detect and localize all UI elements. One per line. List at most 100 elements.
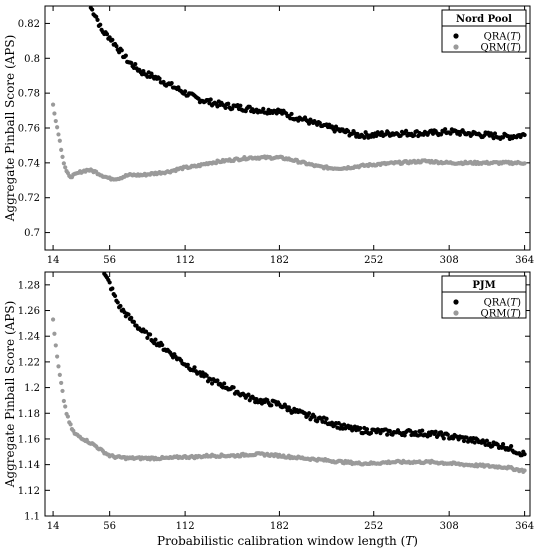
legend-marker xyxy=(453,33,459,39)
legend-marker xyxy=(453,310,459,316)
point-qrat xyxy=(500,135,506,140)
point-qrat xyxy=(261,106,266,111)
y-tick-label: 0.72 xyxy=(18,193,40,204)
point-qrat xyxy=(107,35,112,40)
point-qrmt xyxy=(53,118,58,124)
point-qrat xyxy=(464,435,469,440)
point-qrmt xyxy=(65,414,70,419)
chart-panel-2: 1.1 1.12 1.14 1.16 1.18 1.2 1.22 1.24 1.26 1.28 14… xyxy=(3,271,534,548)
x-tick-label: 14 xyxy=(47,521,60,532)
point-qrat xyxy=(112,293,118,299)
point-qrmt xyxy=(60,154,65,159)
point-qrat xyxy=(129,315,134,320)
legend-marker xyxy=(453,299,459,305)
point-qrat xyxy=(346,129,351,134)
point-qrat xyxy=(123,53,128,58)
point-qrat xyxy=(110,37,115,42)
data-points xyxy=(50,272,527,474)
point-qrat xyxy=(448,131,453,136)
point-qrat xyxy=(358,426,363,431)
point-qrat xyxy=(114,44,119,49)
y-tick-label: 0.78 xyxy=(18,89,40,100)
point-qrmt xyxy=(52,331,57,336)
y-axis-title: Aggregate Pinball Score (APS) xyxy=(3,35,17,223)
x-tick-label: 112 xyxy=(176,521,195,532)
x-axis-title: Probabilistic calibration window length … xyxy=(157,534,418,548)
point-qrat xyxy=(403,128,409,133)
point-qrat xyxy=(110,286,115,291)
point-qrmt xyxy=(59,147,64,152)
point-qrat xyxy=(119,48,124,53)
x-tick-label: 182 xyxy=(270,255,289,266)
y-tick-label: 1.1 xyxy=(24,512,40,523)
point-qrat xyxy=(115,300,120,305)
point-qrat xyxy=(445,432,450,437)
point-qrat xyxy=(160,342,165,348)
y-axis-title: Aggregate Pinball Score (APS) xyxy=(3,301,17,489)
point-qrmt xyxy=(63,165,68,170)
point-qrat xyxy=(324,416,329,421)
y-tick-label: 1.2 xyxy=(24,383,40,394)
point-qrat xyxy=(183,89,188,94)
point-qrmt xyxy=(522,161,527,166)
y-tick-label: 0.76 xyxy=(18,124,40,135)
point-qrat xyxy=(457,132,463,137)
point-qrat xyxy=(107,280,112,285)
legend-label: QRA(T) xyxy=(484,298,522,309)
y-tick-label: 0.82 xyxy=(18,19,40,30)
point-qrat xyxy=(226,101,231,106)
point-qrat xyxy=(385,432,390,437)
point-qrat xyxy=(306,411,312,416)
data-points xyxy=(50,6,527,182)
point-qrat xyxy=(430,131,436,136)
y-tick-label: 1.12 xyxy=(18,486,40,497)
point-qrat xyxy=(143,329,149,334)
x-tick-label: 14 xyxy=(47,255,60,266)
y-tick-label: 1.26 xyxy=(18,306,40,317)
point-qrat xyxy=(147,332,153,337)
point-qrat xyxy=(495,442,500,447)
point-qrmt xyxy=(60,388,65,394)
x-tick-label: 308 xyxy=(440,521,459,532)
point-qrat xyxy=(443,127,448,132)
point-qrat xyxy=(492,131,498,136)
legend: Nord Pool QRA(T)QRM(T) xyxy=(441,9,527,54)
point-qrat xyxy=(472,440,477,445)
point-qrat xyxy=(441,436,446,441)
point-qrat xyxy=(247,104,252,109)
point-qrat xyxy=(379,130,384,135)
point-qrmt xyxy=(61,398,66,404)
point-qrat xyxy=(145,335,150,341)
point-qrat xyxy=(269,403,274,408)
legend-title: Nord Pool xyxy=(456,14,512,25)
y-tick-label: 1.22 xyxy=(18,357,40,368)
x-tick-label: 252 xyxy=(364,255,383,266)
point-qrat xyxy=(500,442,506,447)
point-qrmt xyxy=(55,354,60,359)
y-tick-label: 0.8 xyxy=(24,54,40,65)
legend-label: QRA(T) xyxy=(484,32,522,43)
x-tick-label: 308 xyxy=(440,255,459,266)
point-qrat xyxy=(222,381,227,386)
point-qrmt xyxy=(522,468,527,473)
point-qrat xyxy=(438,430,444,435)
point-qrat xyxy=(204,373,209,378)
point-qrat xyxy=(208,97,213,102)
point-qrmt xyxy=(55,125,60,130)
point-qrat xyxy=(133,62,138,67)
point-qrat xyxy=(522,452,527,457)
point-qrmt xyxy=(61,161,66,166)
point-qrat xyxy=(387,428,392,434)
chart-panel-1: 0.7 0.72 0.74 0.76 0.78 0.8 0.82 14 56 112 182 252 3… xyxy=(3,5,534,266)
x-tick-label: 56 xyxy=(103,255,116,266)
point-qrmt xyxy=(59,380,64,386)
point-qrat xyxy=(522,132,527,138)
point-qrmt xyxy=(53,343,58,348)
point-qrat xyxy=(238,103,243,108)
legend-label: QRM(T) xyxy=(481,43,522,54)
point-qrmt xyxy=(56,364,61,369)
point-qrat xyxy=(402,433,407,438)
legend-marker xyxy=(453,44,459,50)
y-tick-label: 1.14 xyxy=(18,460,40,471)
legend-title: PJM xyxy=(472,280,495,291)
